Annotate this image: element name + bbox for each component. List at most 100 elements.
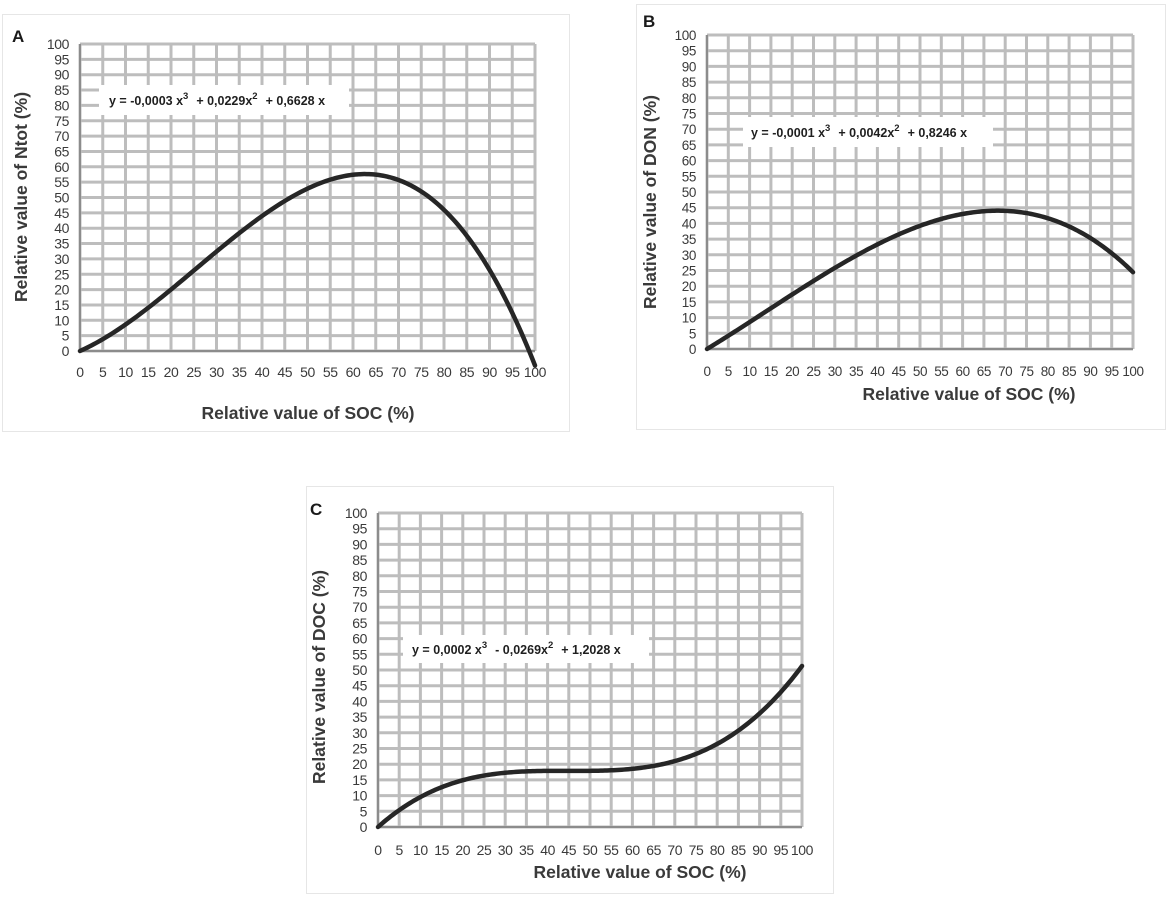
x-tick-label: 15 bbox=[764, 364, 778, 379]
y-tick-label: 50 bbox=[352, 662, 367, 678]
y-tick-label: 10 bbox=[352, 788, 367, 804]
x-tick-label: 25 bbox=[806, 364, 820, 379]
y-tick-label: 90 bbox=[54, 67, 69, 83]
x-tick-label: 85 bbox=[1062, 364, 1076, 379]
y-tick-label: 50 bbox=[682, 185, 696, 200]
y-tick-label: 25 bbox=[682, 264, 696, 279]
chart-c-svg: 0 5 10 15 20 25 30 35 40 45 50 55 60 65 70 75 80 85 90 95 10… bbox=[309, 500, 814, 882]
x-tick-label: 40 bbox=[870, 364, 884, 379]
grid bbox=[705, 33, 1135, 351]
x-tick-label: 20 bbox=[785, 364, 799, 379]
x-tick-label: 55 bbox=[934, 364, 948, 379]
y-tick-label: 50 bbox=[54, 190, 69, 206]
y-tick-label: 65 bbox=[682, 138, 696, 153]
x-tick-label: 5 bbox=[99, 364, 107, 380]
x-axis-label: Relative value of SOC (%) bbox=[863, 384, 1076, 404]
equation-box bbox=[99, 85, 349, 115]
y-tick-label: 95 bbox=[352, 521, 367, 537]
y-tick-label: 80 bbox=[54, 97, 69, 113]
equation-tail: + 0,8246 x bbox=[908, 126, 967, 140]
equation-exponent: 3 bbox=[482, 640, 487, 651]
y-tick-label: 35 bbox=[682, 232, 696, 247]
y-tick-label: 20 bbox=[682, 279, 696, 294]
x-tick-label: 55 bbox=[604, 842, 619, 858]
x-tick-label: 85 bbox=[731, 842, 746, 858]
equation-tail: + 1,2028 x bbox=[561, 643, 620, 657]
grid bbox=[376, 511, 804, 829]
y-tick-label: 75 bbox=[682, 107, 696, 122]
y-tick-label: 15 bbox=[54, 297, 69, 313]
y-tick-label: 15 bbox=[352, 772, 367, 788]
x-axis-label: Relative value of SOC (%) bbox=[534, 862, 747, 882]
x-tick-label: 20 bbox=[164, 364, 179, 380]
x-tick-label: 90 bbox=[482, 364, 497, 380]
y-tick-label: 100 bbox=[675, 28, 696, 43]
y-tick-label: 85 bbox=[54, 82, 69, 98]
y-tick-label: 0 bbox=[689, 342, 696, 357]
y-tick-label: 85 bbox=[682, 75, 696, 90]
y-tick-label: 35 bbox=[352, 709, 367, 725]
y-tick-label: 55 bbox=[682, 169, 696, 184]
x-tick-label: 75 bbox=[414, 364, 429, 380]
x-tick-label: 100 bbox=[791, 842, 814, 858]
x-tick-label: 95 bbox=[773, 842, 788, 858]
x-tick-label: 60 bbox=[955, 364, 969, 379]
panel-label: C bbox=[310, 500, 322, 519]
equation-lead: y = -0,0003 x bbox=[109, 94, 183, 108]
y-tick-label: 5 bbox=[62, 328, 70, 344]
x-tick-label: 55 bbox=[323, 364, 338, 380]
y-axis-label: Relative value of Ntot (%) bbox=[11, 92, 31, 302]
x-tick-label: 75 bbox=[689, 842, 704, 858]
x-tick-label: 45 bbox=[277, 364, 292, 380]
x-tick-label: 35 bbox=[232, 364, 247, 380]
y-tick-label: 60 bbox=[352, 631, 367, 647]
equation-box bbox=[743, 117, 993, 147]
y-tick-label: 5 bbox=[689, 326, 696, 341]
equation-exponent: 2 bbox=[894, 123, 899, 134]
y-tick-label: 70 bbox=[352, 599, 367, 615]
chart-a-svg: 0 5 10 15 20 25 30 35 40 45 50 55 60 65 70 75 80 85 90 95 10… bbox=[11, 27, 547, 423]
x-tick-label: 10 bbox=[413, 842, 428, 858]
x-tick-label: 15 bbox=[434, 842, 449, 858]
y-axis-label: Relative value of DON (%) bbox=[640, 95, 660, 309]
trend-curve bbox=[77, 171, 538, 368]
x-tick-label: 15 bbox=[141, 364, 156, 380]
x-tick-label: 0 bbox=[374, 842, 382, 858]
x-tick-label: 50 bbox=[300, 364, 315, 380]
y-tick-label: 90 bbox=[352, 536, 367, 552]
x-tick-label: 75 bbox=[1019, 364, 1033, 379]
x-axis-label: Relative value of SOC (%) bbox=[202, 403, 415, 423]
x-tick-label: 45 bbox=[561, 842, 576, 858]
x-tick-label: 45 bbox=[892, 364, 906, 379]
x-tick-label: 25 bbox=[186, 364, 201, 380]
trend-curve bbox=[375, 663, 805, 830]
x-tick-label: 10 bbox=[118, 364, 133, 380]
y-tick-label: 20 bbox=[54, 282, 69, 298]
x-tick-label: 90 bbox=[1083, 364, 1097, 379]
y-tick-label: 5 bbox=[360, 803, 368, 819]
x-tick-label: 10 bbox=[742, 364, 756, 379]
y-tick-label: 95 bbox=[682, 44, 696, 59]
y-tick-label: 10 bbox=[54, 312, 69, 328]
x-tick-label: 70 bbox=[667, 842, 682, 858]
x-tick-label: 65 bbox=[368, 364, 383, 380]
y-tick-label: 95 bbox=[54, 51, 69, 67]
x-tick-label: 35 bbox=[519, 842, 534, 858]
x-tick-label: 25 bbox=[477, 842, 492, 858]
x-tick-label: 0 bbox=[76, 364, 84, 380]
x-tick-label: 40 bbox=[540, 842, 555, 858]
equation-lead: y = -0,0001 x bbox=[751, 126, 825, 140]
y-tick-label: 70 bbox=[54, 128, 69, 144]
x-tick-label: 30 bbox=[209, 364, 224, 380]
y-tick-label: 55 bbox=[352, 646, 367, 662]
y-tick-label: 30 bbox=[682, 248, 696, 263]
equation-lead: y = 0,0002 x bbox=[412, 643, 482, 657]
x-tick-label: 20 bbox=[455, 842, 470, 858]
trendline-equation: y = -0,0003 x3 + 0,0229x2 + 0,6628 x bbox=[109, 91, 325, 108]
x-tick-label: 85 bbox=[459, 364, 474, 380]
chart-b-svg: 0 5 10 15 20 25 30 35 40 45 50 55 60 65 70 75 80 85 90 95 10… bbox=[640, 12, 1144, 404]
y-tick-label: 55 bbox=[54, 174, 69, 190]
equation-tail: + 0,6628 x bbox=[266, 94, 325, 108]
x-tick-label: 30 bbox=[828, 364, 842, 379]
x-tick-label: 80 bbox=[710, 842, 725, 858]
